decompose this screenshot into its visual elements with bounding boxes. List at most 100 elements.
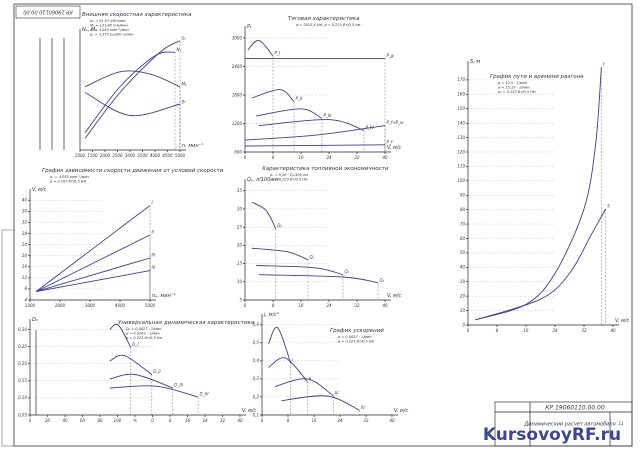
x-tick-label: 5000 [175, 153, 186, 158]
y-tick-label: 30 [237, 206, 243, 211]
y-tick-label: 28 [22, 231, 28, 236]
y-tick-label: 40 [460, 265, 466, 270]
curve [274, 378, 334, 397]
y-tick-label: 150 [457, 106, 465, 111]
panel-title: График зависимости скорости движения от … [42, 168, 224, 174]
curve [35, 270, 151, 293]
y-tick-label: 15 [237, 261, 243, 266]
x-tick-label: 2500 [112, 153, 123, 158]
panel-note: D₀ = 0,0027 · 1/мин [126, 327, 162, 331]
x-tick-label: 16 [311, 418, 317, 423]
y-tick-label: 0,20 [18, 361, 27, 366]
y-tick-label: 140 [457, 120, 465, 125]
curve-label: Gₜ [182, 35, 187, 40]
curve-label: t [603, 62, 605, 67]
x-tick-label: 5000 [145, 303, 156, 308]
x-tick-label: 40 [382, 303, 388, 308]
title-block-frame [494, 401, 633, 447]
panel-note: Nₑ = 61,67 кВт/мин [90, 19, 126, 23]
y-tick-label: 110 [457, 164, 465, 169]
y-tick-label: 20 [460, 293, 466, 298]
y-tick-label: 20 [22, 253, 28, 258]
y-tick-label: 10 [237, 279, 243, 284]
y-tick-label: 0,05 [18, 412, 27, 417]
y-tick-label: 16 [22, 264, 28, 269]
y-tick-label: 600 [234, 149, 242, 154]
y-axis-label: Qₛ, л/100 км [247, 177, 279, 183]
curve-label: I [292, 357, 294, 362]
curve [281, 395, 360, 411]
y-tick-label: 0,30 [18, 327, 27, 332]
x-tick-label: 16 [185, 418, 191, 423]
panel-note: ψ = 2015,6 Нм, ρ = 0,223 Вт/0,5 Нм [296, 23, 361, 27]
x-tick-label: 8 [272, 303, 275, 308]
y-tick-label: 0,5 [253, 340, 260, 345]
y-tick-label: 0,4 [253, 358, 260, 363]
x-tick-label: 60 [80, 418, 86, 423]
y-axis-label: V, м/с [32, 187, 46, 193]
panel-note: ρ = 0,0027 · 1/мин [338, 335, 372, 339]
curve-label: II [152, 229, 155, 234]
y-tick-label: 0,1 [253, 412, 259, 417]
x-tick-label: 24 [326, 303, 332, 308]
x-tick-label: 3500 [137, 153, 148, 158]
x-tick-label: 3000 [85, 303, 96, 308]
y-axis-label: D₀ [32, 317, 38, 323]
y-tick-label: 3000 [232, 35, 243, 40]
curve-label: P_III [324, 113, 333, 118]
panel-title: Универсальная динамическая характеристик… [118, 320, 255, 326]
x-axis-label: V, м/с [615, 318, 629, 324]
x-tick-label: 24 [552, 328, 558, 333]
x-axis-label: V, м/с [387, 145, 401, 151]
curve-label: II [309, 376, 312, 381]
curve-label: IV [361, 405, 365, 410]
x-tick-label: 32 [220, 418, 226, 423]
x-tick-label: 16 [298, 303, 304, 308]
y-tick-label: 10 [460, 308, 466, 313]
x-tick-label: 24 [337, 418, 343, 423]
title-block: КР.19060110.00.00 Динамический расчет ав… [494, 401, 633, 447]
curve [109, 385, 199, 398]
curve-label: III [335, 391, 339, 396]
x-tick-label: 32 [363, 418, 369, 423]
curve-label: Qₛ [310, 254, 315, 259]
panel-note: ρ = 0,167 Вт/0,5 Нм [50, 180, 86, 184]
curve [35, 234, 151, 293]
y-tick-label: 30 [460, 279, 466, 284]
curve-label: Mₑ [182, 81, 187, 86]
x-tick-label: 8 [496, 328, 499, 333]
y-tick-label: 50 [460, 250, 466, 255]
y-tick-label: 0 [462, 322, 465, 327]
y-tick-label: 8 [24, 286, 27, 291]
y-tick-label: 24 [22, 242, 28, 247]
y-tick-label: 1800 [232, 92, 243, 97]
x-tick-label: 2000 [100, 153, 111, 158]
x-axis-label: n, мин⁻¹ [182, 143, 203, 149]
curve [247, 39, 274, 57]
y-tick-label: 160 [457, 92, 465, 97]
panel-title: Тяговая характеристика [288, 16, 360, 22]
panel-note: gₑ = 3,375 Gₑ/кВт·ч/мин [90, 33, 134, 37]
panel-note: nₑ = 4,055 мин⁻¹/мин [50, 175, 90, 179]
curve [35, 257, 151, 293]
panel-note: gₑ = 0,26 · Qₛ/100 км [270, 173, 308, 177]
curve-label: P_II [296, 96, 304, 101]
x-tick-label: 32 [354, 303, 360, 308]
y-tick-label: 80 [460, 207, 466, 212]
curve-label: IV [152, 265, 156, 270]
curve [84, 40, 181, 139]
drawing-name: Динамический расчет автомобиля [523, 422, 615, 428]
curve [84, 51, 176, 134]
x-tick-label: % [133, 418, 137, 423]
y-axis-label: Pₜ [247, 24, 252, 30]
panel-note: ψ = 0,0362 · 1/мин [126, 332, 160, 336]
x-tick-label: 40 [237, 418, 243, 423]
y-tick-label: 0,2 [253, 394, 260, 399]
x-tick-label: 24 [202, 418, 208, 423]
y-tick-label: 70 [460, 221, 466, 226]
y-tick-label: 1200 [232, 121, 243, 126]
x-tick-label: 4000 [150, 153, 161, 158]
y-tick-label: 32 [22, 220, 28, 225]
curve-label: D_I [132, 342, 139, 347]
